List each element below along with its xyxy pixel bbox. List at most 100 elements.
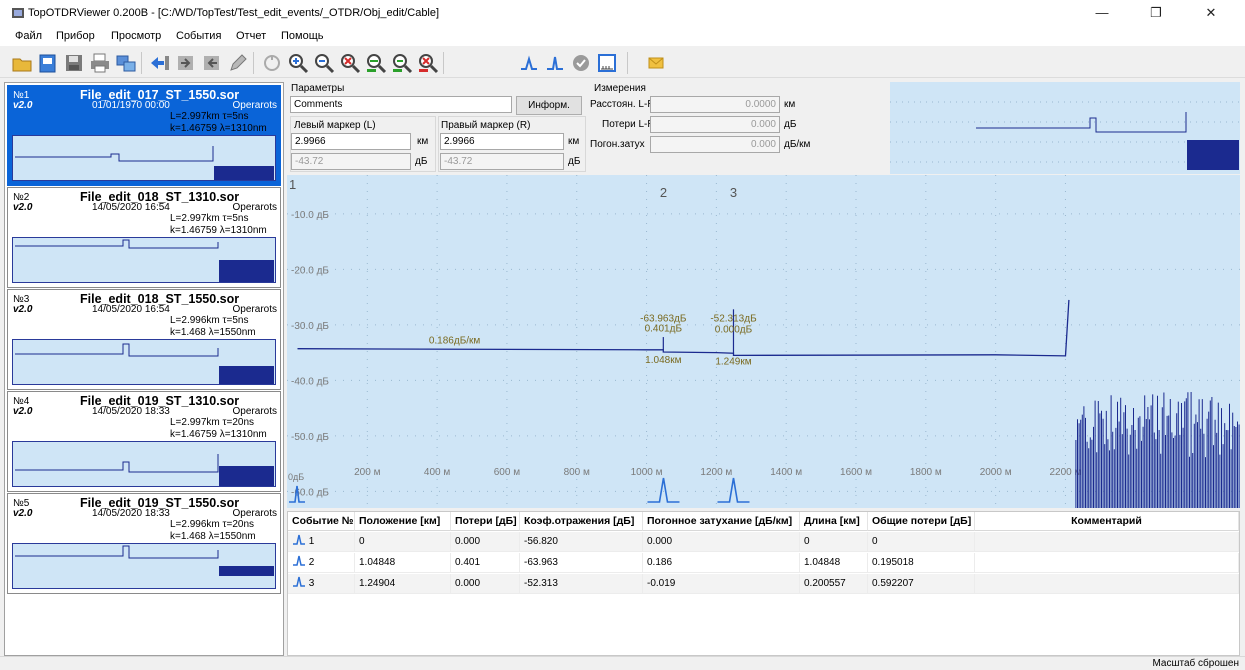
- total-loss-cell: 0: [868, 532, 975, 552]
- event-number-label: 3: [730, 185, 737, 200]
- file-version: v2.0: [13, 508, 33, 519]
- save-icon[interactable]: [63, 52, 85, 74]
- file-card[interactable]: №3 v2.0 File_edit_018_ST_1550.sor 14/05/…: [7, 289, 281, 390]
- zoom-in-icon[interactable]: [287, 52, 309, 74]
- event-cell: 3: [288, 574, 355, 594]
- comment-cell[interactable]: [975, 553, 1239, 573]
- left-marker-km-input[interactable]: 2.9966: [291, 133, 411, 150]
- zoom-fit-icon[interactable]: [339, 52, 361, 74]
- attenuation-cell: -0.019: [643, 574, 800, 594]
- comment-cell[interactable]: [975, 574, 1239, 594]
- status-bar: Масштаб сброшен: [0, 656, 1245, 670]
- zoom-reset-icon[interactable]: [417, 52, 439, 74]
- loss-cell: 0.000: [451, 574, 520, 594]
- left-marker-group: [290, 116, 436, 172]
- file-number: №1: [13, 90, 30, 101]
- right-marker-km-input[interactable]: 2.9966: [440, 133, 564, 150]
- comment-cell[interactable]: [975, 532, 1239, 552]
- otdr-chart-svg: -10.0 дБ -20.0 дБ -30.0 дБ -40.0 дБ -50.0 дБ…: [287, 175, 1240, 508]
- network-icon[interactable]: [115, 52, 137, 74]
- column-header-length[interactable]: Длина [км]: [800, 512, 868, 531]
- x-tick-label: 2200 м: [1050, 467, 1082, 478]
- menu-view[interactable]: Просмотр: [111, 30, 162, 42]
- loss-value: 0.000: [650, 116, 780, 133]
- table-row[interactable]: 3 1.24904 0.000 -52.313 -0.019 0.200557 …: [288, 574, 1239, 594]
- parameters-panel: Параметры Comments Информ. Левый маркер …: [288, 82, 588, 174]
- overview-trace: [890, 101, 1240, 170]
- export-left-icon[interactable]: [175, 52, 197, 74]
- open-folder-icon[interactable]: [11, 52, 33, 74]
- x-tick-label: 1400 м: [770, 467, 802, 478]
- file-length-pulse: L=2.996km τ=5ns: [170, 315, 249, 326]
- event-number: 1: [308, 536, 315, 547]
- table-row[interactable]: 1 0 0.000 -56.820 0.000 0 0: [288, 532, 1239, 552]
- file-card[interactable]: №5 v2.0 File_edit_019_ST_1550.sor 14/05/…: [7, 493, 281, 594]
- zoom-out-icon[interactable]: [313, 52, 335, 74]
- distance-value: 0.0000: [650, 96, 780, 113]
- column-header-comment[interactable]: Комментарий: [975, 512, 1239, 531]
- menu-device[interactable]: Прибор: [56, 30, 95, 42]
- y-tick-label: -60.0 дБ: [291, 487, 329, 498]
- measurements-title: Измерения: [594, 83, 646, 94]
- menu-report[interactable]: Отчет: [236, 30, 267, 42]
- column-header-attenuation[interactable]: Погонное затухание [дБ/км]: [643, 512, 800, 531]
- file-index-wavelength: k=1.468 λ=1550nm: [170, 531, 256, 542]
- right-km-unit: км: [568, 136, 580, 147]
- file-version: v2.0: [13, 202, 33, 213]
- table-row[interactable]: 2 1.04848 0.401 -63.963 0.186 1.04848 0.…: [288, 553, 1239, 573]
- zoom-out-horizontal-icon[interactable]: [391, 52, 413, 74]
- toolbar-separator: [253, 52, 254, 74]
- file-date: 14/05/2020 18:33: [92, 508, 170, 519]
- trace-annotation: 0.000дБ: [715, 325, 753, 336]
- attenuation-cell: 0.000: [643, 532, 800, 552]
- menu-file[interactable]: Файл: [15, 30, 43, 42]
- otdr-trace-chart[interactable]: -10.0 дБ -20.0 дБ -30.0 дБ -40.0 дБ -50.0 дБ…: [287, 175, 1240, 508]
- column-header-reflectance[interactable]: Коэф.отражения [дБ]: [520, 512, 643, 531]
- file-operator: Operarots: [232, 100, 277, 111]
- file-date: 14/05/2020 16:54: [92, 304, 170, 315]
- edit-icon[interactable]: [227, 52, 249, 74]
- file-length-pulse: L=2.996km τ=20ns: [170, 519, 255, 530]
- y-tick-label: -50.0 дБ: [291, 432, 329, 443]
- column-header-event[interactable]: Событие №: [288, 512, 355, 531]
- overview-chart[interactable]: [890, 82, 1240, 174]
- marker-l-icon[interactable]: [518, 52, 540, 74]
- column-header-position[interactable]: Положение [км]: [355, 512, 451, 531]
- distance-label: Расстоян. L-R: [590, 99, 655, 110]
- file-card[interactable]: №4 v2.0 File_edit_019_ST_1310.sor 14/05/…: [7, 391, 281, 492]
- comments-field[interactable]: Comments: [290, 96, 512, 113]
- column-header-loss[interactable]: Потери [дБ]: [451, 512, 520, 531]
- x-tick-label: 1600 м: [840, 467, 872, 478]
- mail-icon[interactable]: [645, 52, 667, 74]
- export-right-icon[interactable]: [201, 52, 223, 74]
- check-icon[interactable]: [570, 52, 592, 74]
- import-icon[interactable]: [149, 52, 171, 74]
- open-file-icon[interactable]: [37, 52, 59, 74]
- file-date: 14/05/2020 18:33: [92, 406, 170, 417]
- file-name: File_edit_019_ST_1550.sor: [80, 496, 240, 510]
- marker-peak-icon[interactable]: [544, 52, 566, 74]
- column-header-total-loss[interactable]: Общие потери [дБ]: [868, 512, 975, 531]
- file-card[interactable]: №2 v2.0 File_edit_018_ST_1310.sor 14/05/…: [7, 187, 281, 288]
- print-icon[interactable]: [89, 52, 111, 74]
- event-marker-icon: [647, 477, 680, 503]
- menu-events[interactable]: События: [176, 30, 222, 42]
- file-version: v2.0: [13, 304, 33, 315]
- reflective-event-icon: [293, 555, 305, 566]
- reset-icon[interactable]: [261, 52, 283, 74]
- file-index-wavelength: k=1.46759 λ=1310nm: [170, 429, 267, 440]
- minimize-button[interactable]: —: [1095, 5, 1109, 20]
- event-number-label: 1: [289, 177, 296, 192]
- file-index-wavelength: k=1.46759 λ=1310nm: [170, 123, 267, 134]
- maximize-button[interactable]: ❐: [1150, 5, 1162, 20]
- right-marker-label: Правый маркер (R): [441, 120, 531, 131]
- file-card[interactable]: №1 v2.0 File_edit_017_ST_1550.sor 01/01/…: [7, 85, 281, 186]
- close-button[interactable]: ✕: [1205, 5, 1217, 20]
- x-tick-label: 1800 м: [910, 467, 942, 478]
- info-button[interactable]: Информ.: [516, 96, 582, 115]
- total-loss-cell: 0.195018: [868, 553, 975, 573]
- zoom-in-horizontal-icon[interactable]: [365, 52, 387, 74]
- ruler-icon[interactable]: [596, 52, 618, 74]
- menu-help[interactable]: Помощь: [281, 30, 324, 42]
